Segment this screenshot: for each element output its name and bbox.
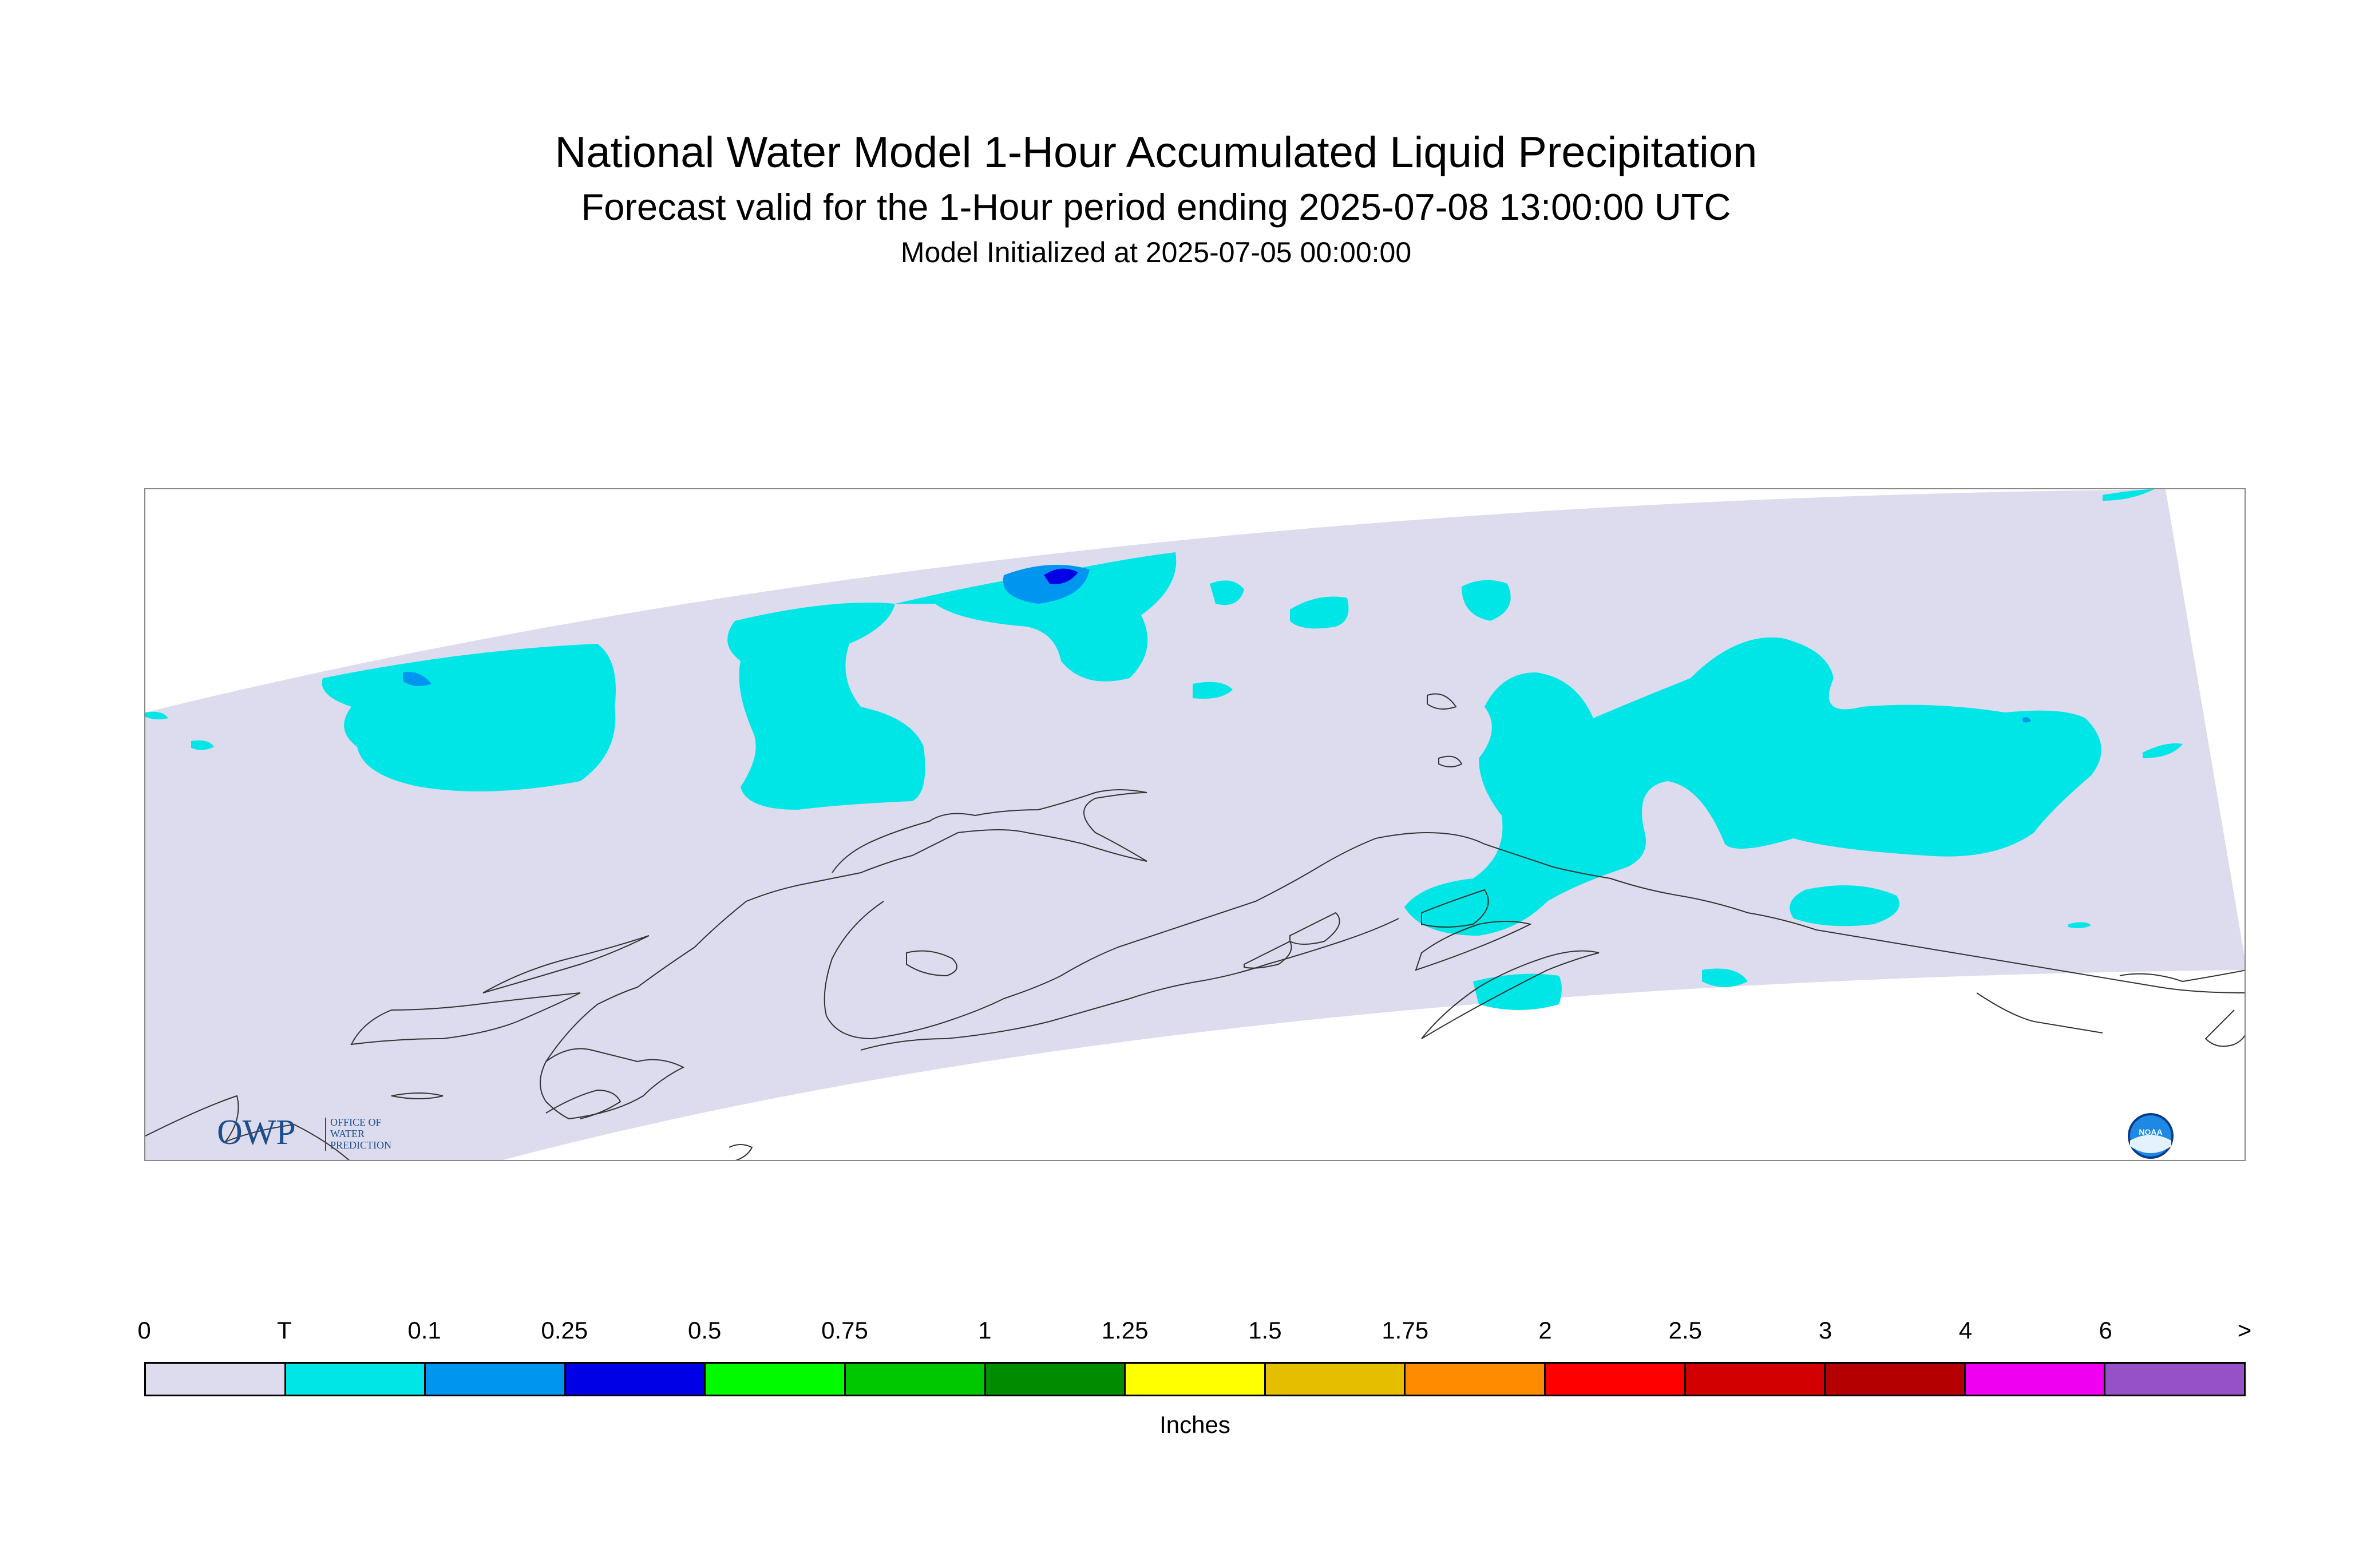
owp-logo-line-3: PREDICTION [330,1139,391,1151]
legend-tick-label: 1 [978,1317,992,1344]
precip-area [1044,568,1078,584]
owp-logo: OWP OFFICE OF WATER PREDICTION [217,1113,391,1152]
legend-color-bar [144,1362,2246,1396]
legend-tick-label: 1.25 [1101,1317,1149,1344]
coastline [545,789,1147,1062]
legend-tick-label: 6 [2099,1317,2112,1344]
noaa-logo-icon: NOAA [2128,1113,2174,1159]
legend-tick-label: 4 [1958,1317,1973,1344]
precip-area [1790,885,1899,926]
legend-tick-label: > [2237,1317,2252,1344]
coastline [545,1089,622,1119]
precip-area [1462,580,1511,621]
precip-area [2068,922,2091,928]
legend-tick-labels: 0 T 0.1 0.25 0.5 0.75 1 1.25 1.5 1.75 2 2.5 3 4 6 > [137,1316,2251,1351]
legend-swatch [845,1364,986,1395]
legend-tick-label: 0 [137,1317,151,1344]
legend-swatch [146,1364,286,1395]
legend-tick-label: 0.25 [541,1317,588,1344]
precip-area [1290,596,1349,629]
legend-swatch [1685,1364,1826,1395]
coastline [2119,969,2245,983]
owp-logo-mark: OWP [217,1113,296,1152]
legend-swatch [985,1364,1126,1395]
coastline [145,1095,350,1160]
legend-swatch [1965,1364,2106,1395]
legend-tick-label: T [276,1317,292,1344]
chart-subtitle: Forecast valid for the 1-Hour period end… [581,186,1731,228]
legend-swatch [565,1364,706,1395]
legend-swatch [1545,1364,1686,1395]
coastline [1438,755,1463,767]
coastline [1976,992,2103,1034]
legend-tick-label: 0.1 [407,1317,441,1344]
coastline [729,1144,753,1160]
precip-025-areas [1044,568,1078,584]
precip-area [1210,580,1244,605]
precipitation-map [145,489,2245,1160]
noaa-logo-mark: NOAA [2139,1127,2162,1137]
precip-area [2022,717,2031,723]
coastline [540,1048,685,1120]
legend-tick-label: 3 [1818,1317,1832,1344]
legend-tick-label: 0.75 [821,1317,868,1344]
coastline [1427,693,1457,710]
coastline [1415,921,1532,971]
precip-area [2143,743,2183,758]
precip-area [895,552,1177,682]
precip-area [403,672,432,686]
coastline [824,831,2245,1040]
legend-tick-label: 0.5 [687,1317,722,1344]
precip-area [322,644,616,791]
coastline [350,992,581,1046]
coastline [482,935,650,993]
precip-area [727,603,925,810]
precip-area [191,740,214,750]
legend-swatch [1406,1364,1546,1395]
legend-tick-label: 1.5 [1248,1317,1282,1344]
coastline [1421,889,1489,928]
legend-swatch [1126,1364,1266,1395]
coastline [1421,950,1600,1039]
model-init-line: Model Initialized at 2025-07-05 00:00:00 [900,236,1412,268]
legend-swatch [426,1364,566,1395]
precip-area [1897,842,1914,848]
map-panel: OWP OFFICE OF WATER PREDICTION NOAA [144,488,2246,1161]
legend-swatch [706,1364,846,1395]
coastline [1244,940,1292,969]
coastline [906,950,957,977]
legend-swatch [2105,1364,2244,1395]
legend-tick-label: 2.5 [1668,1317,1702,1344]
precip-trace-areas [145,489,2183,1010]
coastline [860,918,1399,1051]
precip-area [145,711,168,720]
precip-area [1404,637,2101,936]
legend-swatch [1826,1364,1966,1395]
precip-area [1473,973,1562,1010]
precip-area [1702,968,1748,987]
legend-swatch [1265,1364,1406,1395]
coastline [1289,912,1340,945]
owp-logo-line-2: WATER [330,1128,365,1139]
coastline [391,1092,444,1099]
color-legend: 0 T 0.1 0.25 0.5 0.75 1 1.25 1.5 1.75 2 2.5 3 4 6 > Inc… [137,1316,2251,1454]
legend-tick-label: 1.75 [1382,1317,1429,1344]
owp-logo-line-1: OFFICE OF [330,1116,382,1128]
precip-area [2103,489,2154,501]
legend-units-label: Inches [1159,1411,1230,1438]
legend-swatch [286,1364,426,1395]
coastline [2204,1009,2245,1047]
precip-area [1193,682,1233,699]
coastlines [145,693,2245,1160]
legend-tick-label: 2 [1538,1317,1552,1344]
chart-title: National Water Model 1-Hour Accumulated … [555,128,1758,177]
